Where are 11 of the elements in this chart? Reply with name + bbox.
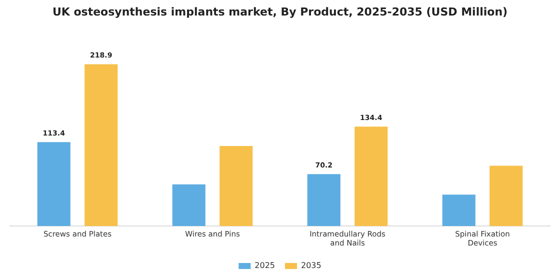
bar	[37, 142, 70, 226]
bar	[172, 184, 206, 226]
legend-label: 2025	[254, 261, 275, 270]
bar	[354, 126, 388, 226]
bar	[84, 64, 118, 226]
bar	[442, 194, 476, 226]
bar	[307, 174, 340, 226]
bar	[490, 166, 523, 226]
legend-label: 2035	[301, 261, 322, 270]
chart-title: UK osteosynthesis implants market, By Product, 2025-2035 (USD Million)	[52, 5, 508, 18]
bar	[220, 146, 253, 226]
